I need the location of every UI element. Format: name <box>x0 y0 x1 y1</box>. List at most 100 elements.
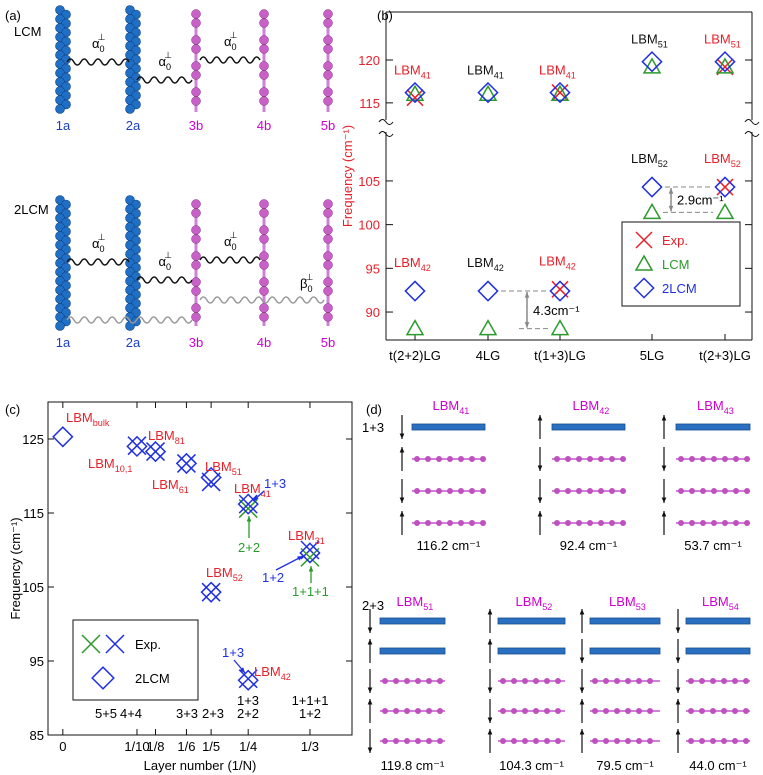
marker-diamond <box>52 426 74 448</box>
arrow-head <box>524 292 530 298</box>
atom-b <box>555 738 561 744</box>
marker-diamond <box>237 493 259 515</box>
atom-b <box>425 520 431 526</box>
coupling-wave <box>66 258 130 266</box>
atom-b <box>500 678 506 684</box>
atom-b <box>511 738 517 744</box>
atom-b <box>576 456 582 462</box>
graphene-layer-a <box>379 647 446 655</box>
coupling-label-sup: ⊥ <box>164 50 172 60</box>
arrow-head <box>579 729 585 735</box>
marker-x <box>105 634 125 654</box>
atom-b <box>323 61 333 71</box>
atom-b <box>533 678 539 684</box>
mode-label: LBMbulk <box>66 410 110 428</box>
arrow-head <box>239 667 245 673</box>
arrow-head <box>367 627 373 633</box>
legend-label: LCM <box>662 257 689 272</box>
x-tick-label: 5LG <box>640 348 665 363</box>
atom-b <box>647 708 653 714</box>
atom-b <box>191 44 201 54</box>
coupling-label-sup: ⊥ <box>164 250 172 260</box>
atom-b <box>688 708 694 714</box>
arrow-head <box>246 516 252 522</box>
arrow-head <box>399 497 405 503</box>
graphene-layer-a <box>685 617 751 625</box>
atom-b <box>436 488 442 494</box>
atom-b <box>259 286 269 296</box>
atom-b <box>191 96 201 106</box>
atom-b <box>259 96 269 106</box>
arrow-head <box>579 609 585 615</box>
atom-b <box>191 251 201 261</box>
coupling-wave <box>199 56 261 64</box>
atom-b <box>259 303 269 313</box>
mode-label-sub: 52 <box>658 159 668 169</box>
arrow-head <box>524 322 530 328</box>
mode-label-base: LBM <box>697 398 724 413</box>
atom-b <box>447 520 453 526</box>
atom-b <box>598 520 604 526</box>
y-tick-label: 125 <box>22 432 44 447</box>
coupling-wave <box>136 76 193 84</box>
coupling-label-sub: 0 <box>232 42 237 52</box>
atom-b <box>609 456 615 462</box>
marker-diamond <box>144 440 167 463</box>
coupling-label-sup: ⊥ <box>306 272 314 282</box>
composition-label: 1+2 <box>299 706 321 721</box>
atom-b <box>587 520 593 526</box>
composition-label: 4+4 <box>120 706 142 721</box>
x-tick-label: 1/5 <box>202 739 220 754</box>
x-tick-label: 1/10 <box>124 739 149 754</box>
arrow-head <box>367 699 373 705</box>
panel-label: (d) <box>366 402 382 417</box>
mode-label-base: LBM <box>152 477 179 492</box>
marker-triangle <box>550 319 570 336</box>
marker-x <box>635 231 653 249</box>
atom-b <box>711 456 717 462</box>
atom-b <box>522 738 528 744</box>
atom-b <box>500 708 506 714</box>
atom-b <box>544 708 550 714</box>
atom-b <box>191 225 201 235</box>
atom-b <box>191 18 201 28</box>
coupling-label-sup: ⊥ <box>230 30 238 40</box>
coupling-label: α0 ⊥ <box>92 232 106 254</box>
atom-b <box>426 738 432 744</box>
mode-label: LBM41 <box>234 481 271 499</box>
atom-b <box>699 738 705 744</box>
atom-b <box>393 708 399 714</box>
mode-label-base: LBM <box>88 456 115 471</box>
layer-label: 2a <box>126 335 141 350</box>
axis-break <box>744 131 760 137</box>
mode-label-base: LBM <box>288 528 315 543</box>
frequency-label: 116.2 cm⁻¹ <box>417 538 481 553</box>
mode-label-base: LBM <box>254 664 281 679</box>
atom-b <box>500 738 506 744</box>
graphene-layer-a <box>497 617 566 625</box>
atom-b <box>191 234 201 244</box>
arrow-head <box>367 639 373 645</box>
axis-break <box>378 131 394 137</box>
atom-b <box>732 738 738 744</box>
atom-b <box>710 708 716 714</box>
coupling-label-base: α <box>92 236 100 251</box>
atom-b <box>533 738 539 744</box>
atom-b <box>554 456 560 462</box>
atom-b <box>437 678 443 684</box>
x-tick-label: 1/3 <box>301 739 319 754</box>
marker-x <box>127 436 147 456</box>
arrow-head <box>661 465 667 471</box>
y-tick-label: 115 <box>359 96 380 111</box>
arrow-head <box>537 465 543 471</box>
mode-label: LBM53 <box>609 594 646 612</box>
atom-b <box>592 738 598 744</box>
arrow-head <box>675 627 681 633</box>
arrow-head <box>579 699 585 705</box>
atom-b <box>544 678 550 684</box>
coupling-label-base: α <box>159 254 167 269</box>
composition-label: 5+5 <box>95 706 117 721</box>
atom-b <box>733 456 739 462</box>
atom-b <box>603 678 609 684</box>
frequency-label: 53.7 cm⁻¹ <box>684 538 742 553</box>
